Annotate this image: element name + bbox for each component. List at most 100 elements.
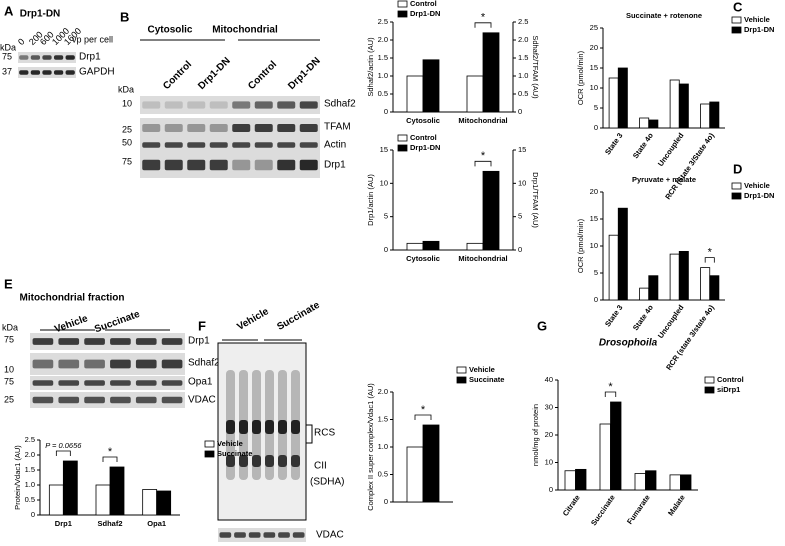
bracket <box>474 160 492 167</box>
y-tick-label: 5 <box>384 212 388 221</box>
panel-letter: B <box>120 9 129 24</box>
x-tick-label: Cytosolic <box>406 116 440 125</box>
blot-band <box>161 359 183 369</box>
blot-band <box>254 142 273 148</box>
panel-letter: D <box>733 161 742 176</box>
y2-tick-label: 0 <box>518 107 522 116</box>
y2-tick-label: 0 <box>518 245 522 254</box>
blot-strip <box>140 138 320 152</box>
bar <box>709 275 720 301</box>
blot-band <box>142 142 161 148</box>
label: 50 <box>122 137 132 147</box>
annotation: * <box>608 381 613 393</box>
legend-label: Control <box>717 375 744 384</box>
annotation: * <box>708 247 713 259</box>
y2-tick-label: 1.5 <box>518 53 528 62</box>
bar <box>48 484 64 516</box>
bar <box>466 75 484 113</box>
y-axis-label: Complex II super complex/Vdac1 (AU) <box>366 383 375 511</box>
y-tick-label: 2.0 <box>378 387 388 396</box>
group-label: Cytosolic <box>147 25 192 36</box>
blot-band <box>135 338 157 345</box>
blot-strip <box>30 333 185 350</box>
lane-label: Drp1-DN <box>196 56 232 92</box>
blot-strip <box>30 353 185 375</box>
blot-band <box>277 124 296 132</box>
bracket <box>414 414 432 420</box>
y2-tick-label: 2.5 <box>518 17 528 26</box>
blot-band <box>142 159 161 171</box>
y-axis-label: Drp1/actin (AU) <box>366 174 375 226</box>
panel-letter: C <box>733 0 743 14</box>
label: kDa <box>0 42 16 52</box>
y-axis-label: nmol/mg of protein <box>531 404 540 466</box>
annotation: * <box>108 446 113 458</box>
gel-band <box>239 455 248 467</box>
y-tick-label: 10 <box>380 178 388 187</box>
blot-strip <box>218 528 306 542</box>
gel-band <box>291 455 300 467</box>
bracket <box>604 391 617 397</box>
blot-band <box>42 55 52 60</box>
gel-band <box>278 455 287 467</box>
y-tick-label: 0 <box>384 497 388 506</box>
y-tick-label: 25 <box>590 23 598 32</box>
y-tick-label: 10 <box>545 457 553 466</box>
x-tick-label: State 4o <box>631 303 655 332</box>
label: VDAC <box>316 530 344 541</box>
blot-band <box>32 380 54 386</box>
gel-band <box>252 420 261 434</box>
blot-band <box>58 380 80 386</box>
lane-label: Vehicle <box>235 306 271 333</box>
legend-label: Control <box>410 133 437 142</box>
label: 10 <box>122 98 132 108</box>
bar <box>617 67 628 129</box>
blot-band <box>53 55 64 60</box>
blot-band <box>142 124 161 132</box>
blot-band <box>19 55 29 60</box>
y-tick-label: 20 <box>545 430 553 439</box>
bracket <box>55 450 71 456</box>
label: Sdhaf2 <box>324 99 356 110</box>
y-tick-label: 2.0 <box>378 35 388 44</box>
blot-band <box>277 101 296 109</box>
chart-title: Pyruvate + malate <box>632 175 696 184</box>
bar <box>95 484 111 516</box>
label: vp per cell <box>72 34 113 44</box>
blot-band <box>135 396 157 404</box>
blot-band <box>53 70 64 75</box>
bar <box>422 240 440 251</box>
blot-band <box>135 359 157 369</box>
legend-label: Drp1-DN <box>744 191 774 200</box>
bar <box>142 489 158 516</box>
y2-tick-label: 0.5 <box>518 89 528 98</box>
bar <box>575 468 587 491</box>
bar <box>639 287 650 301</box>
y-axis-label: Sdhaf2/actin (AU) <box>366 37 375 97</box>
blot-band <box>58 359 80 369</box>
lane-label: 0 <box>16 36 27 47</box>
label: kDa <box>118 84 134 94</box>
blot-band <box>19 70 29 75</box>
label: Drp1 <box>79 52 101 63</box>
x-tick-label: Opa1 <box>147 519 166 528</box>
blot-band <box>30 70 41 75</box>
bar <box>700 103 711 129</box>
blot-band <box>292 532 305 538</box>
group-label: Mitochondrial <box>212 25 278 36</box>
label: 10 <box>4 364 14 374</box>
gel-band <box>265 420 274 434</box>
label: Drp1 <box>324 160 346 171</box>
blot-band <box>209 124 228 132</box>
blot-band <box>254 159 273 171</box>
legend-swatch <box>704 376 715 384</box>
legend-label: Drp1-DN <box>410 9 440 18</box>
blot-title: Drp1-DN <box>20 9 61 20</box>
bar <box>700 267 711 301</box>
y-tick-label: 1.5 <box>25 465 35 474</box>
label: 37 <box>2 66 12 76</box>
blot-band <box>187 159 206 171</box>
legend-swatch <box>731 192 742 200</box>
annotation: * <box>481 12 486 24</box>
y-tick-label: 1.5 <box>378 414 388 423</box>
